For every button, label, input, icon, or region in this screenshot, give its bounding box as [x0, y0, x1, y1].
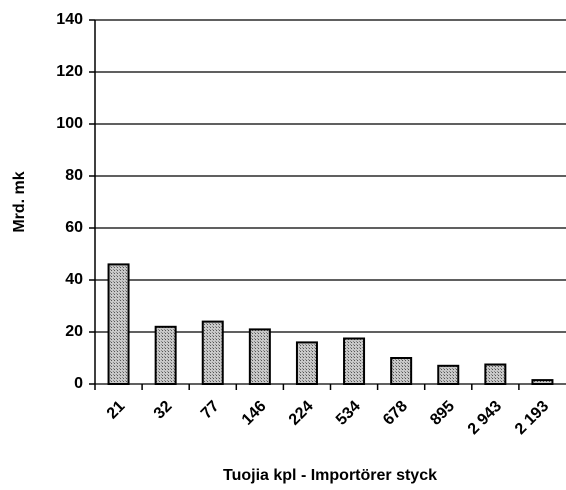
- x-tick-label: 678: [380, 398, 411, 429]
- y-tick-label: 120: [56, 63, 83, 80]
- bar: [201, 320, 224, 386]
- bar: [531, 379, 554, 386]
- x-tick-label: 224: [286, 398, 317, 429]
- bar: [437, 364, 460, 385]
- x-tick-label: 2 193: [512, 398, 552, 438]
- y-tick-label: 100: [56, 115, 83, 132]
- x-tick-label: 32: [151, 398, 176, 423]
- x-tick-label: 895: [427, 398, 458, 429]
- y-tick-label: 0: [74, 375, 83, 392]
- y-tick-label: 80: [65, 167, 83, 184]
- x-tick-label: 146: [239, 398, 270, 429]
- bar: [484, 363, 507, 385]
- x-tick-label: 77: [198, 398, 223, 423]
- x-tick-label: 2 943: [465, 398, 505, 438]
- bar: [154, 325, 177, 385]
- x-tick-label: 534: [333, 398, 364, 429]
- y-tick-label: 20: [65, 323, 83, 340]
- bar: [107, 263, 130, 385]
- y-tick-label: 60: [65, 219, 83, 236]
- bar: [295, 341, 318, 385]
- y-axis-label: Mrd. mk: [11, 171, 28, 232]
- x-axis-label: Tuojia kpl - Importörer styck: [223, 467, 437, 484]
- y-tick-label: 40: [65, 271, 83, 288]
- y-tick-label: 140: [56, 11, 83, 28]
- x-tick-label: 21: [104, 398, 129, 423]
- bar: [248, 328, 271, 385]
- bar: [343, 337, 366, 385]
- bar: [390, 357, 413, 385]
